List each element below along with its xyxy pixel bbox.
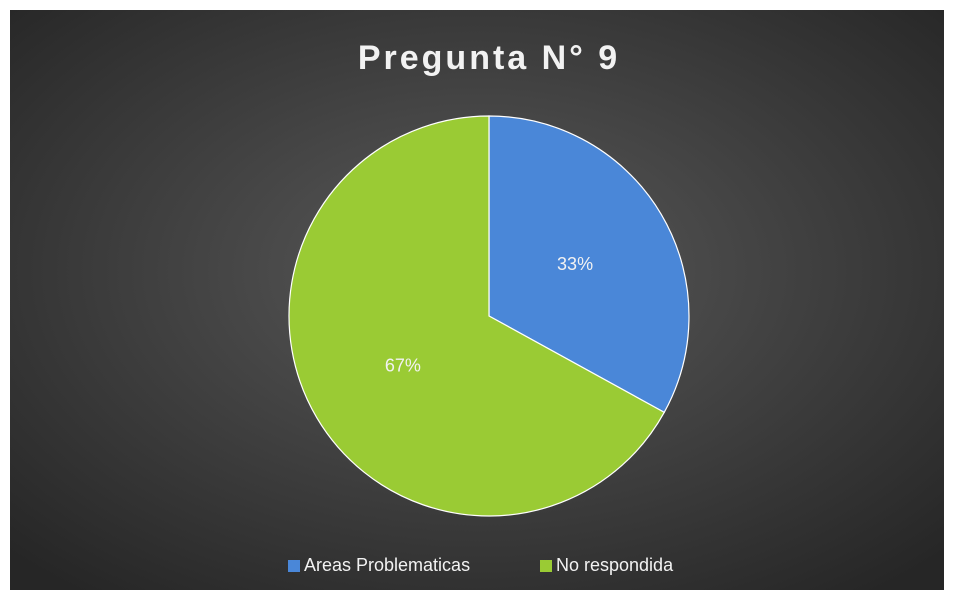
legend-marker bbox=[288, 560, 300, 572]
legend-label: Areas Problematicas bbox=[304, 555, 470, 575]
data-label: 67% bbox=[385, 356, 421, 376]
pie-slice bbox=[488, 115, 690, 414]
legend-label: No respondida bbox=[556, 555, 674, 575]
data-label: 33% bbox=[557, 254, 593, 274]
legend-marker bbox=[540, 560, 552, 572]
chart-title: Pregunta N° 9 bbox=[358, 39, 620, 77]
pie-slice bbox=[288, 115, 666, 517]
